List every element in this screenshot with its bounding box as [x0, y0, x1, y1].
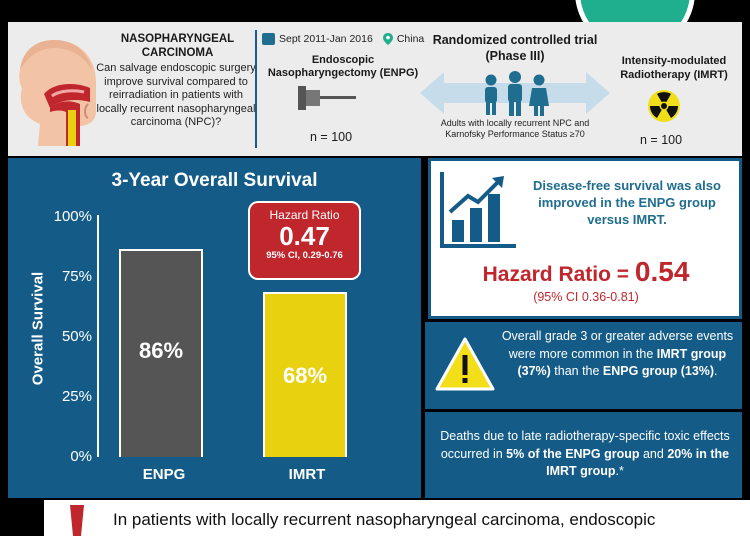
- deaths-imrt-rate: 20% in the IMRT group: [546, 446, 730, 479]
- study-location: China: [396, 33, 425, 45]
- bar-enpg: 86%: [119, 249, 203, 457]
- bar-imrt: 68%: [263, 292, 347, 457]
- deaths-text-pre: Deaths due to late radiotherapy-specific…: [440, 429, 730, 461]
- exclamation-icon: [70, 505, 84, 536]
- adverse-events-text: Overall grade 3 or greater adverse event…: [500, 328, 735, 381]
- y-tick-75: 75%: [61, 268, 92, 285]
- plot-area: 86% 68%: [97, 215, 401, 457]
- head-anatomy-icon: [19, 40, 97, 146]
- deaths-text-post: .*: [615, 464, 624, 478]
- npc-question: Can salvage endoscopic surgery improve s…: [96, 62, 256, 128]
- hazard-ratio-ci: 95% CI, 0.29-0.76: [266, 250, 343, 261]
- conclusion-panel: [44, 500, 750, 536]
- deaths-panel: [425, 412, 742, 498]
- trial-eligibility: Adults with locally recurrent NPC and Ka…: [440, 118, 590, 139]
- chart-title: 3-Year Overall Survival: [111, 170, 318, 191]
- dfs-hr-value: 0.54: [634, 256, 690, 287]
- study-dates: Sept 2011-Jan 2016: [279, 33, 373, 45]
- dfs-hr-ci: (95% CI 0.36-0.81): [533, 290, 639, 304]
- npc-title: NASOPHARYNGEAL CARCINOMA: [120, 33, 235, 59]
- ae-imrt-rate: IMRT group (37%): [517, 346, 727, 379]
- enpg-n: n = 100: [310, 130, 353, 144]
- ae-text-mid: than the: [550, 364, 603, 378]
- study-design-panel: [8, 22, 742, 156]
- dfs-hazard-ratio: Hazard Ratio = 0.54: [440, 256, 732, 288]
- divider: [255, 30, 257, 148]
- location-pin-icon: [382, 33, 393, 45]
- x-label-imrt: IMRT: [288, 466, 326, 483]
- dfs-hr-label: Hazard Ratio =: [482, 263, 635, 286]
- conclusion-text: In patients with locally recurrent nasop…: [113, 510, 656, 529]
- x-label-enpg: ENPG: [142, 466, 186, 483]
- endoscope-icon: [298, 86, 356, 110]
- randomization-arrow-icon: [420, 71, 610, 116]
- y-tick-0: 0%: [70, 448, 92, 465]
- ae-text-pre: Overall grade 3 or greater adverse event…: [501, 329, 734, 361]
- radiation-icon: [648, 90, 680, 122]
- deaths-text: Deaths due to late radiotherapy-specific…: [435, 428, 735, 481]
- hazard-ratio-title: Hazard Ratio: [269, 208, 340, 222]
- calendar-icon: [262, 33, 275, 45]
- enpg-label: Endoscopic Nasopharyngectomy (ENPG): [267, 54, 419, 79]
- y-tick-25: 25%: [61, 388, 92, 405]
- ae-enpg-rate: ENPG group (13%): [602, 364, 715, 378]
- y-tick-50: 50%: [61, 328, 92, 345]
- hazard-ratio-badge: Hazard Ratio 0.47 95% CI, 0.29-0.76: [248, 201, 361, 280]
- deaths-text-mid: and: [639, 446, 668, 461]
- dfs-text: Disease-free survival was also improved …: [533, 178, 721, 227]
- bar-enpg-value: 86%: [138, 338, 184, 363]
- imrt-n: n = 100: [640, 133, 683, 147]
- trial-title: Randomized controlled trial (Phase III): [432, 33, 598, 63]
- ae-text-post: .: [714, 364, 718, 378]
- deaths-enpg-rate: 5% of the ENPG group: [506, 446, 640, 461]
- hazard-ratio-value: 0.47: [279, 221, 330, 251]
- warning-icon: [435, 337, 495, 391]
- y-tick-100: 100%: [53, 208, 92, 225]
- imrt-label: Intensity-modulated Radiotherapy (IMRT): [620, 55, 728, 81]
- growth-chart-icon: [440, 172, 516, 248]
- bar-imrt-value: 68%: [282, 363, 328, 388]
- study-meta: Sept 2011-Jan 2016 China: [262, 33, 424, 45]
